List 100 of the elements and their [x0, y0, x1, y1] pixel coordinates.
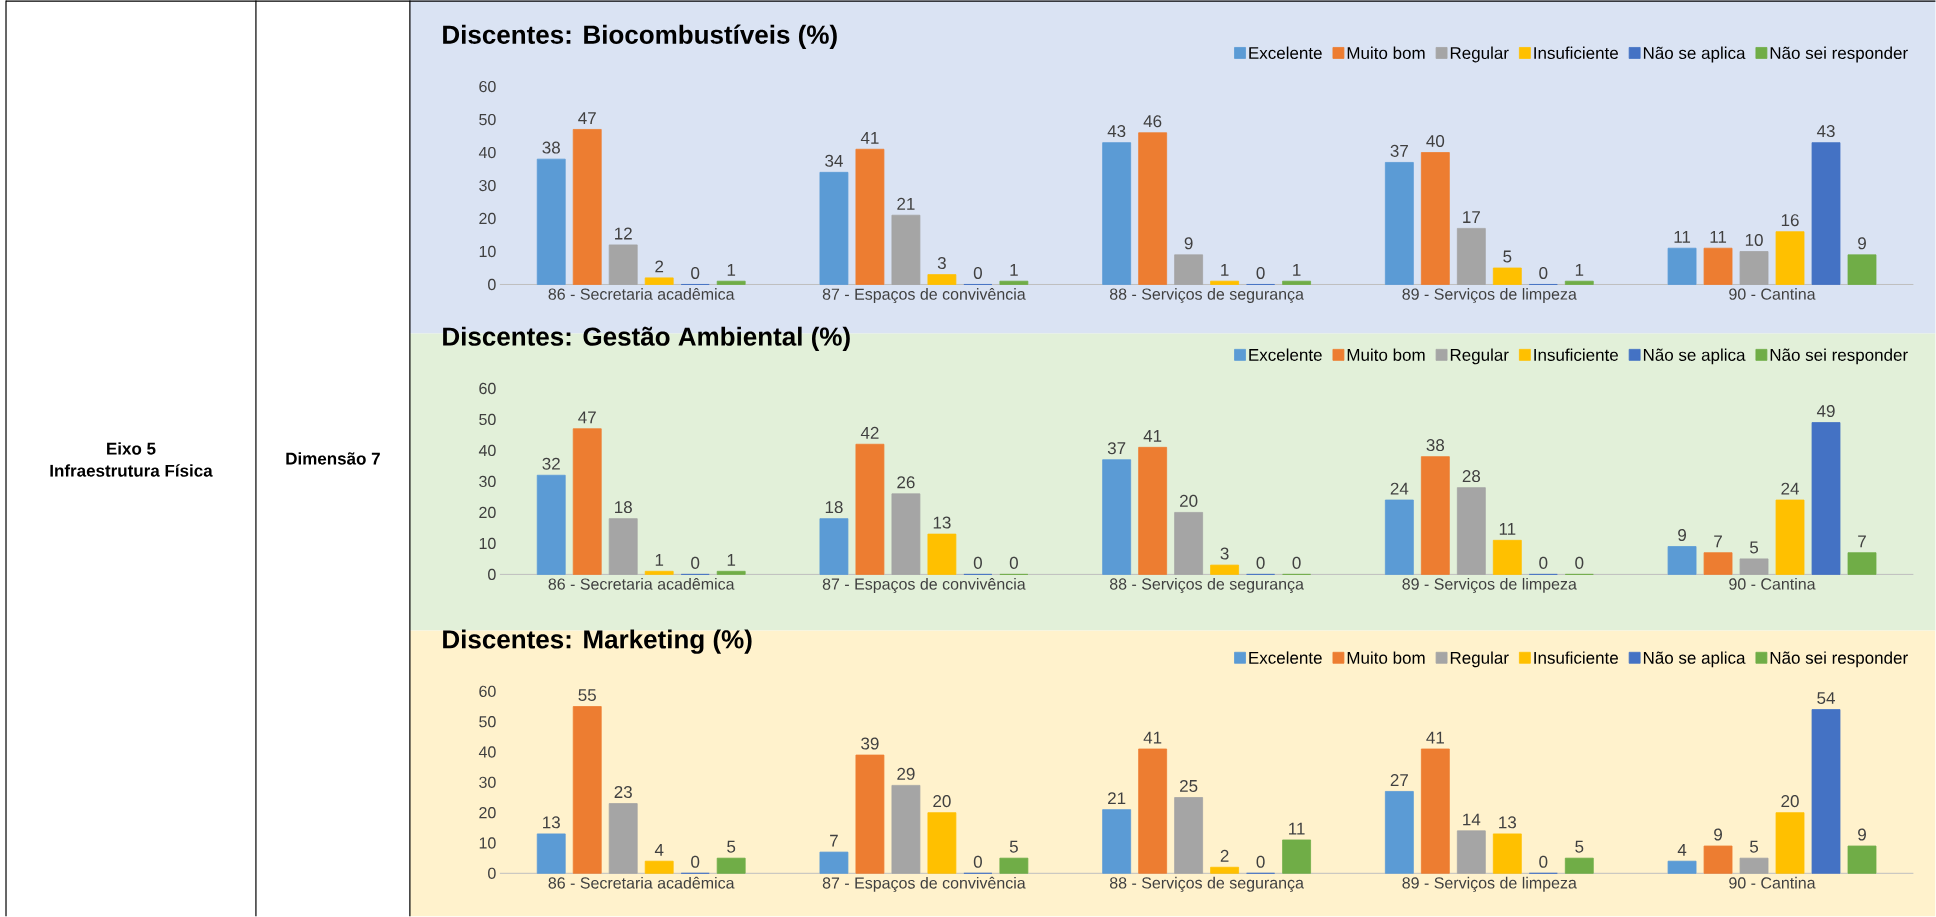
x-tick-label: 90 - Cantina [1729, 577, 1816, 590]
data-label: 3 [1220, 547, 1229, 560]
data-label: 55 [578, 689, 596, 702]
y-tick-label: 40 [478, 146, 496, 159]
data-label: 27 [1390, 774, 1408, 786]
bar [1102, 459, 1132, 575]
legend-label: Insuficiente [1534, 651, 1618, 664]
data-label: 12 [615, 227, 632, 240]
legend-label: Não sei responder [1770, 348, 1908, 365]
data-label: 46 [1143, 115, 1162, 128]
data-label: 1 [1221, 264, 1229, 276]
bar [1282, 280, 1311, 285]
data-label: 13 [1499, 816, 1517, 829]
data-label: 38 [542, 141, 560, 154]
data-label: 5 [727, 840, 736, 853]
bar [1775, 231, 1805, 285]
bar [1456, 228, 1486, 285]
data-label: 0 [1539, 556, 1548, 569]
bar [1703, 552, 1733, 575]
bar [1847, 845, 1877, 874]
data-label: 3 [937, 257, 946, 270]
bar [1739, 558, 1769, 575]
y-tick-label: 30 [479, 179, 496, 192]
bar [1282, 839, 1311, 874]
x-tick-label: 87 - Espaços de convivência [822, 288, 1026, 304]
bar [1138, 748, 1168, 874]
data-label: 24 [1781, 482, 1799, 495]
y-tick-label: 50 [479, 113, 496, 126]
bar [1210, 564, 1240, 575]
y-tick-label: 50 [479, 413, 496, 426]
bar [855, 754, 885, 874]
bar [536, 833, 566, 874]
legend-label: Não se aplica [1643, 46, 1746, 63]
bar [1811, 142, 1841, 285]
x-tick-label: 90 - Cantina [1729, 876, 1816, 889]
data-label: 11 [1674, 231, 1691, 243]
data-label: 42 [860, 426, 879, 439]
bar [716, 857, 746, 874]
bar [999, 280, 1029, 285]
y-tick-label: 40 [478, 746, 496, 758]
bar [1138, 132, 1168, 285]
data-label: 20 [933, 795, 951, 808]
y-tick-label: 60 [479, 80, 496, 93]
data-label: 14 [1463, 813, 1481, 826]
data-label: 37 [1107, 442, 1126, 455]
bar [1847, 254, 1877, 285]
bar [1811, 709, 1841, 874]
data-label: 37 [1390, 144, 1408, 157]
data-label: 4 [1677, 844, 1687, 856]
data-label: 0 [1009, 556, 1018, 569]
legend-label: Excelente [1249, 651, 1322, 664]
bar [1420, 456, 1450, 575]
data-label: 11 [1710, 231, 1727, 243]
bar [1564, 280, 1594, 285]
x-tick-label: 89 - Serviços de limpeza [1402, 577, 1577, 593]
y-tick-label: 0 [488, 568, 496, 581]
data-label: 9 [1678, 529, 1686, 542]
bar [608, 803, 638, 874]
data-label: 5 [1575, 840, 1584, 853]
data-label: 20 [1180, 494, 1198, 507]
bar [1492, 833, 1522, 874]
legend-label: Muito bom [1347, 348, 1425, 361]
data-label: 0 [1575, 556, 1584, 569]
x-tick-label: 88 - Serviços de segurança [1109, 577, 1304, 593]
text: Eixo 5 [107, 442, 156, 455]
y-tick-label: 30 [479, 475, 496, 488]
data-label: 11 [1499, 523, 1516, 535]
data-label: 7 [830, 834, 838, 847]
y-tick-label: 40 [478, 444, 496, 457]
data-label: 54 [1817, 692, 1835, 705]
bar [1420, 152, 1450, 285]
data-label: 10 [1745, 233, 1763, 247]
data-label: 11 [1289, 822, 1305, 835]
bar [716, 280, 746, 285]
data-label: 18 [615, 501, 632, 514]
bar [891, 785, 921, 874]
data-label: 0 [973, 266, 982, 280]
data-label: 21 [897, 197, 915, 210]
data-label: 0 [1256, 855, 1265, 868]
data-label: 0 [973, 855, 982, 868]
bar [1420, 748, 1450, 874]
data-label: 41 [1143, 731, 1162, 744]
bar [572, 129, 602, 285]
y-tick-label: 0 [488, 867, 496, 880]
data-label: 43 [1107, 125, 1126, 138]
bar [927, 533, 957, 575]
data-label: 28 [1462, 470, 1481, 483]
legend-label: Não se aplica [1643, 348, 1746, 365]
x-tick-label: 86 - Secretaria acadêmica [548, 577, 735, 590]
data-label: 5 [1749, 840, 1759, 853]
x-tick-label: 87 - Espaços de convivência [822, 876, 1026, 892]
legend-label: Insuficiente [1534, 348, 1618, 361]
bar [855, 443, 885, 575]
bar [1811, 422, 1841, 575]
data-label: 0 [1539, 855, 1548, 868]
data-label: 1 [655, 554, 664, 566]
legend-label: Muito bom [1347, 651, 1425, 664]
data-label: 5 [1749, 541, 1759, 554]
data-label: 1 [1575, 264, 1584, 276]
data-label: 41 [1426, 731, 1444, 744]
